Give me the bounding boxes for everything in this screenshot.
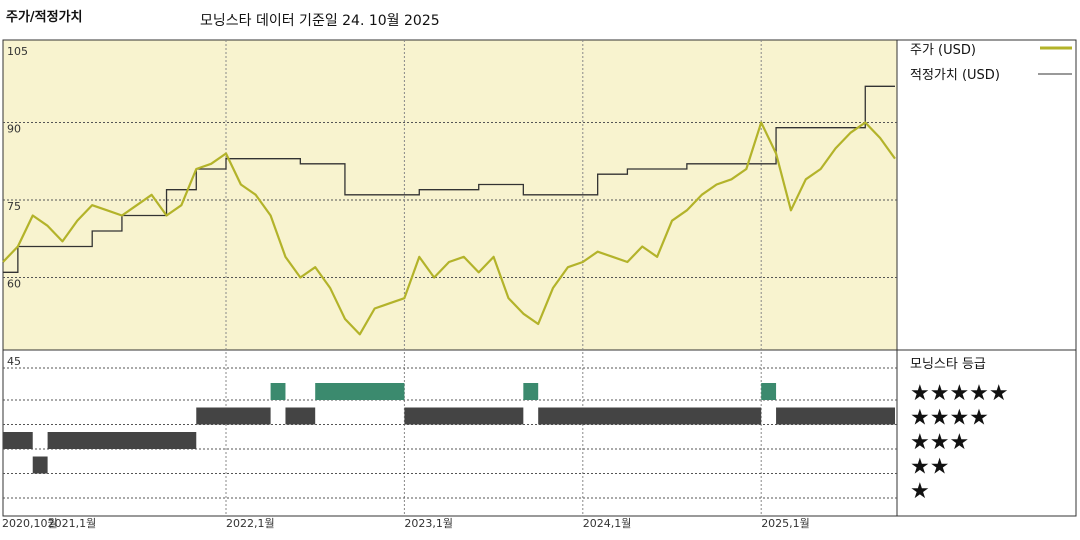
y-tick-labels: 105 90 75 60 45 xyxy=(7,45,28,368)
rating-bar-4-star xyxy=(404,407,524,425)
fair-value-line xyxy=(3,85,895,273)
x-tick-label: 2023,1월 xyxy=(404,517,453,530)
rating-bar-5-star xyxy=(761,383,777,400)
rating-bar-3-star xyxy=(3,432,33,449)
rating-bar-4-star xyxy=(776,407,895,425)
rating-level-4-star: ★★★★ xyxy=(910,406,989,431)
rating-level-5-star: ★★★★★ xyxy=(910,381,1009,406)
rating-bar-4-star xyxy=(196,407,271,425)
x-tick-label: 2021,1월 xyxy=(48,517,97,530)
y-tick-label: 45 xyxy=(7,355,21,368)
x-tick-label: 2022,1월 xyxy=(226,517,275,530)
rating-level-1-star: ★ xyxy=(910,479,930,504)
rating-level-3-star: ★★★ xyxy=(910,430,969,455)
price-panel-background xyxy=(3,40,897,350)
legend-rating-title: 모닝스타 등급 xyxy=(910,357,986,372)
x-tick-label: 2025,1월 xyxy=(761,517,810,530)
x-tick-label: 2024,1월 xyxy=(583,517,632,530)
rating-bars xyxy=(3,383,895,474)
chart-title: 주가/적정가치 xyxy=(6,10,83,25)
y-tick-label: 90 xyxy=(7,123,21,136)
rating-level-2-star: ★★ xyxy=(910,455,949,480)
rating-bar-5-star xyxy=(270,383,286,400)
rating-star-labels: ★★★★★★★★★★★★★★★ xyxy=(910,381,1009,504)
y-tick-label: 105 xyxy=(7,45,28,58)
data-date-subtitle: 모닝스타 데이터 기준일 24. 10월 2025 xyxy=(200,13,440,29)
y-tick-label: 75 xyxy=(7,200,21,213)
price-line xyxy=(2,121,896,336)
y-tick-label: 60 xyxy=(7,278,21,291)
rating-bar-3-star xyxy=(47,432,197,449)
legend-price-label: 주가 (USD) xyxy=(910,43,976,58)
rating-bar-4-star xyxy=(285,407,316,425)
rating-bar-4-star xyxy=(538,407,762,425)
legend-fair-label: 적정가치 (USD) xyxy=(910,68,1000,83)
series-lines xyxy=(2,85,896,336)
x-tick-label: 2020,10월 xyxy=(2,517,58,530)
rating-bar-5-star xyxy=(523,383,539,400)
rating-bar-2-star xyxy=(32,456,48,474)
rating-bar-5-star xyxy=(315,383,405,400)
